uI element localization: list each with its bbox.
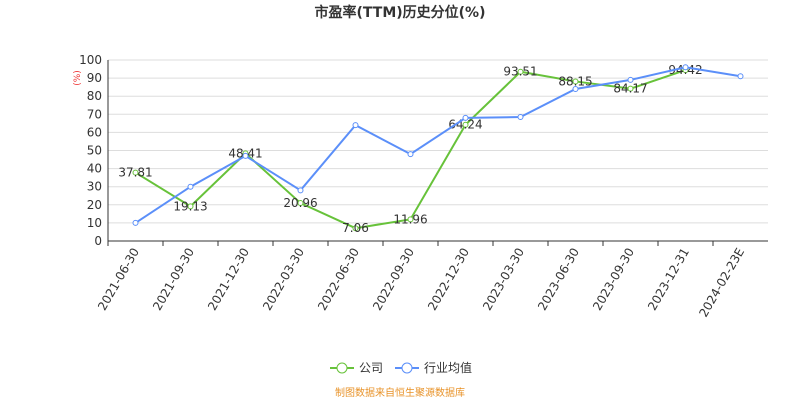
x-tick-label: 2023-03-30 xyxy=(480,246,527,313)
data-label: 19.13 xyxy=(173,199,207,213)
data-label: 11.96 xyxy=(393,212,427,226)
x-tick-label: 2022-09-30 xyxy=(370,246,417,313)
data-point xyxy=(187,203,194,210)
legend-label: 行业均值 xyxy=(424,360,472,375)
legend-marker xyxy=(336,362,348,374)
data-point xyxy=(132,219,139,226)
y-tick-label: 50 xyxy=(87,144,102,158)
y-axis-label: (%) xyxy=(73,70,83,86)
data-point xyxy=(627,76,634,83)
data-point xyxy=(352,122,359,129)
data-point xyxy=(297,187,304,194)
data-label: 88.15 xyxy=(558,74,592,88)
data-label: 93.51 xyxy=(503,65,537,79)
x-tick-label: 2021-09-30 xyxy=(150,246,197,313)
data-label: 64.24 xyxy=(448,118,482,132)
x-tick-label: 2023-09-30 xyxy=(590,246,637,313)
y-tick-label: 0 xyxy=(94,234,102,248)
y-tick-label: 40 xyxy=(87,162,102,176)
data-point xyxy=(462,121,469,128)
footer: 制图数据来自恒生聚源数据库 xyxy=(335,386,465,399)
data-point xyxy=(572,85,579,92)
chart-title: 市盈率(TTM)历史分位(%) xyxy=(315,4,486,21)
legend-marker xyxy=(401,362,413,374)
series-line xyxy=(134,66,741,224)
x-tick-label: 2022-06-30 xyxy=(315,246,362,313)
data-point xyxy=(297,200,304,207)
y-tick-label: 30 xyxy=(87,180,102,194)
data-point xyxy=(132,169,139,176)
y-tick-label: 100 xyxy=(79,53,102,67)
data-point xyxy=(627,85,634,92)
x-tick-label: 2023-12-31 xyxy=(645,246,692,313)
x-tick-label: 2024-02-23E xyxy=(696,246,747,320)
x-tick-label: 2023-06-30 xyxy=(535,246,582,313)
x-tick-label: 2022-12-30 xyxy=(425,246,472,313)
y-tick-label: 10 xyxy=(87,216,102,230)
data-point xyxy=(517,114,524,121)
data-point xyxy=(682,64,689,71)
data-point xyxy=(187,183,194,190)
data-label: 84.17 xyxy=(613,82,647,96)
data-point xyxy=(462,114,469,121)
data-label: 37.81 xyxy=(118,166,152,180)
y-tick-label: 60 xyxy=(87,125,102,139)
data-point xyxy=(517,68,524,75)
y-tick-label: 90 xyxy=(87,71,102,85)
data-point xyxy=(407,216,414,223)
data-label: 7.06 xyxy=(342,221,369,235)
data-point xyxy=(407,151,414,158)
x-tick-label: 2022-03-30 xyxy=(260,246,307,313)
data-point xyxy=(242,152,249,159)
x-tick-label: 2021-12-30 xyxy=(205,246,252,313)
data-point xyxy=(352,225,359,232)
y-tick-label: 80 xyxy=(87,89,102,103)
legend-label: 公司 xyxy=(359,361,383,375)
data-point xyxy=(572,78,579,85)
x-tick-label: 2021-06-30 xyxy=(95,246,142,313)
data-label: 20.96 xyxy=(283,196,317,210)
y-tick-label: 70 xyxy=(87,107,102,121)
y-tick-label: 20 xyxy=(87,198,102,212)
data-point xyxy=(737,73,744,80)
